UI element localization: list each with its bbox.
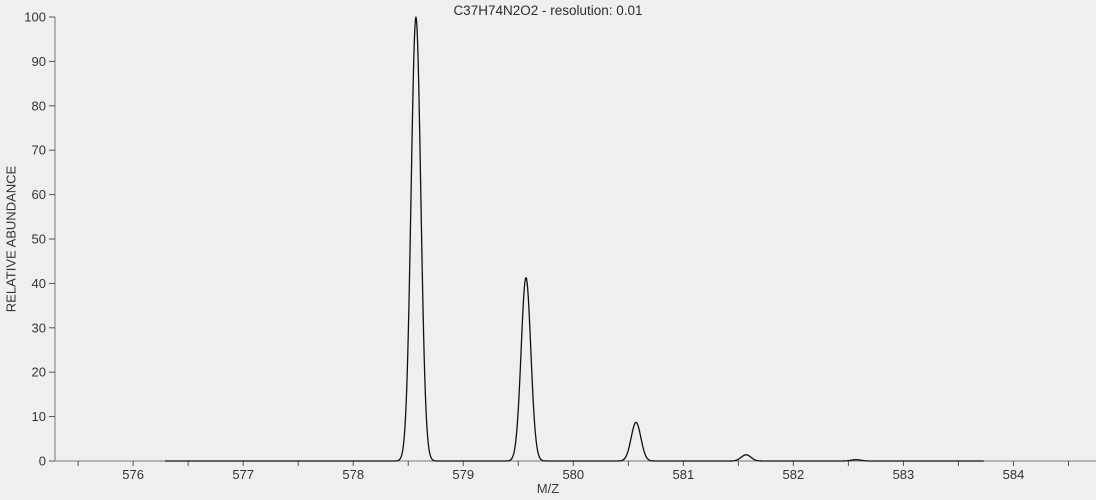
chart-title: C37H74N2O2 - resolution: 0.01: [453, 3, 643, 18]
y-tick-label: 10: [32, 409, 46, 424]
y-tick-label: 80: [32, 98, 46, 113]
spectrum-line: [164, 16, 984, 462]
x-tick-label: 583: [893, 467, 915, 482]
y-tick-label: 60: [32, 187, 46, 202]
x-tick-label: 578: [342, 467, 364, 482]
y-tick-label: 100: [24, 10, 46, 25]
x-tick-label: 576: [122, 467, 144, 482]
x-tick-label: 581: [672, 467, 694, 482]
x-tick-label: 584: [1003, 467, 1025, 482]
y-tick-label: 40: [32, 276, 46, 291]
y-tick-label: 50: [32, 232, 46, 247]
x-axis-title: M/Z: [536, 481, 560, 496]
x-tick-label: 577: [232, 467, 254, 482]
x-tick-label: 579: [452, 467, 474, 482]
y-tick-label: 0: [39, 454, 46, 469]
y-tick-label: 70: [32, 143, 46, 158]
y-tick-label: 30: [32, 320, 46, 335]
x-tick-label: 582: [783, 467, 805, 482]
y-tick-label: 20: [32, 365, 46, 380]
x-tick-label: 580: [562, 467, 584, 482]
y-tick-label: 90: [32, 54, 46, 69]
